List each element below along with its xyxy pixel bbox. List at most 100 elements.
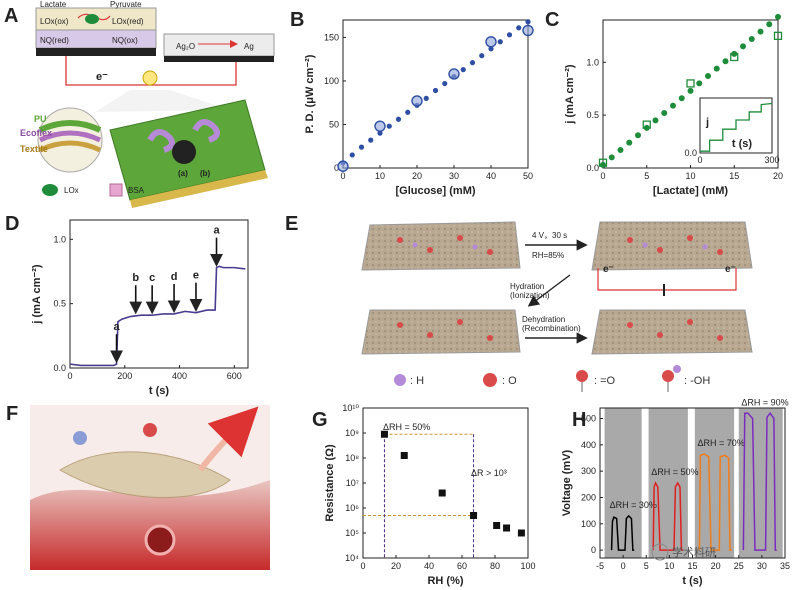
x-tick-label: 0 bbox=[67, 371, 72, 381]
data-point-filled bbox=[661, 110, 668, 117]
device-label-b: (b) bbox=[200, 169, 211, 178]
x-tick-label: 40 bbox=[424, 561, 434, 571]
polarize-humidity: RH=85% bbox=[532, 251, 564, 260]
ag2o-label: Ag₂O bbox=[176, 42, 195, 51]
electrode-a-shape bbox=[147, 129, 175, 153]
x-tick-label: 10 bbox=[375, 171, 385, 181]
x-tick-label: 15 bbox=[687, 561, 697, 571]
y-axis-label: Voltage (mV) bbox=[561, 449, 573, 516]
lox-legend-icon bbox=[42, 184, 58, 196]
pyruvate-label: Pyruvate bbox=[110, 0, 142, 9]
lox-red-label: LOx(red) bbox=[112, 17, 144, 26]
voltage-trace bbox=[742, 412, 777, 551]
y-tick-label: 500 bbox=[581, 414, 596, 424]
data-point-filled bbox=[687, 87, 694, 94]
data-point-filled bbox=[652, 117, 659, 124]
data-point-filled bbox=[635, 132, 641, 139]
cathode-electrode bbox=[164, 56, 274, 62]
y-tick-label: 10⁸ bbox=[345, 453, 359, 463]
data-point-filled bbox=[678, 95, 685, 102]
ag-label: Ag bbox=[244, 42, 254, 51]
x-tick-label: 200 bbox=[117, 371, 132, 381]
hydrogen-legend-icon bbox=[394, 374, 406, 386]
output-circuit bbox=[597, 268, 737, 291]
x-axis-label: [Lactate] (mM) bbox=[653, 185, 729, 197]
data-point-filled bbox=[349, 152, 355, 158]
humidity-band bbox=[694, 408, 735, 558]
panel-f: F bbox=[6, 403, 270, 570]
y-tick-label: 10⁷ bbox=[346, 478, 359, 488]
device-label-a: (a) bbox=[178, 169, 188, 178]
watermark: 学术料研 bbox=[651, 543, 716, 561]
hydration-arrow bbox=[527, 274, 571, 307]
addition-label: c bbox=[149, 272, 155, 284]
zoom-circle bbox=[37, 107, 103, 173]
inset-x-tick-label: 0 bbox=[697, 155, 702, 165]
data-point-filled bbox=[608, 154, 615, 161]
data-point-filled bbox=[479, 53, 485, 59]
carbonyl-legend-icon bbox=[576, 370, 588, 382]
membrane-patch bbox=[59, 451, 231, 499]
y-tick-label: 10⁶ bbox=[345, 503, 359, 513]
data-point-filled bbox=[525, 19, 531, 25]
ecoflex-layer-shape bbox=[38, 130, 102, 143]
data-point-filled bbox=[432, 87, 439, 94]
x-tick-label: 10 bbox=[664, 561, 674, 571]
current-trace bbox=[69, 265, 246, 367]
bsa-legend-label: BSA bbox=[128, 186, 145, 195]
y-tick-label: 200 bbox=[581, 492, 596, 502]
data-point-filled bbox=[488, 46, 494, 52]
x-tick-label: 20 bbox=[391, 561, 401, 571]
x-axis-label: t (s) bbox=[149, 385, 170, 397]
hydration-label: Hydration bbox=[510, 282, 544, 291]
data-point-filled bbox=[460, 67, 466, 73]
chart-g: 0 20 40 60 80 100 RH (%) Resistance (Ω) G 10⁴ 10⁵ 1… bbox=[312, 403, 536, 587]
inset-x-tick-label: 300 bbox=[764, 155, 779, 165]
inset-y-tick-label: 0.0 bbox=[684, 148, 697, 158]
data-point-filled bbox=[600, 161, 606, 168]
panel-label: H bbox=[572, 409, 586, 431]
chart-c: 0 5 10 15 20 0.0 0.5 1.0 [Lactate] (mM) j (mA cm⁻… bbox=[545, 9, 783, 197]
data-point-filled bbox=[626, 139, 633, 146]
data-point-open bbox=[598, 158, 608, 167]
delta-rh-annotation: ΔRH = 50% bbox=[383, 422, 430, 432]
hydration-sublabel: (Ionization) bbox=[510, 291, 550, 300]
voltage-trace bbox=[652, 481, 684, 551]
membrane-hydrated bbox=[361, 309, 521, 355]
panel-f-label: F bbox=[6, 403, 18, 425]
hydroxyl-h-icon bbox=[673, 365, 681, 373]
data-point-filled bbox=[395, 116, 402, 122]
data-point-filled bbox=[617, 147, 624, 154]
electron-right: e⁻ bbox=[725, 264, 736, 275]
addition-label: b bbox=[132, 272, 139, 284]
data-point-filled bbox=[705, 73, 711, 80]
lox-legend-label: LOx bbox=[64, 186, 79, 195]
data-point-open bbox=[522, 24, 534, 37]
data-point-filled bbox=[405, 109, 411, 115]
data-point bbox=[470, 512, 478, 519]
inset-step-line bbox=[700, 102, 773, 152]
panel-e: E 4 V，30 s RH=85% Hydration (Ionization)… bbox=[285, 213, 753, 392]
x-tick-label: 0 bbox=[340, 171, 345, 181]
dehydration-sublabel: (Recombination) bbox=[522, 324, 581, 333]
data-point-filled bbox=[748, 36, 755, 43]
y-tick-label: 300 bbox=[581, 466, 596, 476]
series-label: ΔRH = 70% bbox=[697, 438, 744, 448]
data-point-filled bbox=[497, 39, 503, 45]
x-axis-label: t (s) bbox=[682, 575, 703, 587]
voltage-trace bbox=[610, 514, 635, 551]
vapor-molecule-2 bbox=[143, 423, 157, 437]
data-point-filled bbox=[423, 95, 429, 101]
x-tick-label: 30 bbox=[757, 561, 767, 571]
oxygen-legend-icon bbox=[483, 373, 497, 387]
y-tick-label: 0 bbox=[591, 545, 596, 555]
data-point bbox=[380, 430, 388, 438]
data-point-open bbox=[773, 31, 783, 41]
data-point-open bbox=[686, 79, 695, 88]
textile-layer-shape bbox=[38, 140, 102, 153]
data-point bbox=[400, 452, 408, 459]
lightbulb-icon bbox=[142, 70, 158, 86]
ion-molecules bbox=[397, 235, 723, 341]
